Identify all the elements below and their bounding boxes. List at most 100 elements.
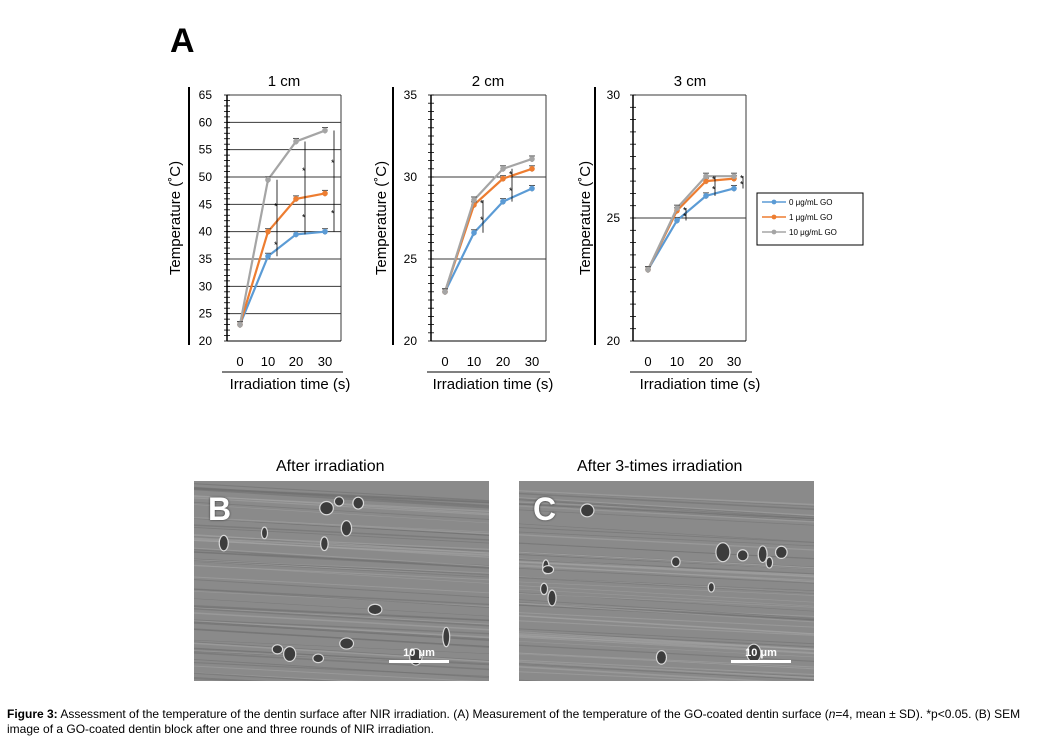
y-tick-label: 50 bbox=[199, 170, 213, 184]
data-point bbox=[322, 228, 328, 235]
series-line bbox=[238, 129, 326, 325]
data-point bbox=[500, 166, 506, 172]
scale-bar-b-line bbox=[389, 660, 449, 663]
x-tick-label: 10 bbox=[261, 354, 275, 369]
data-point bbox=[703, 173, 709, 179]
caption-n: n bbox=[828, 707, 836, 721]
x-tick-label: 20 bbox=[496, 354, 510, 369]
x-tick-label: 10 bbox=[467, 354, 481, 369]
data-point bbox=[674, 217, 680, 224]
significance-star: * bbox=[712, 175, 716, 185]
legend-marker bbox=[771, 214, 777, 220]
significance-star: * bbox=[683, 205, 687, 215]
data-point bbox=[731, 185, 737, 192]
y-tick-label: 20 bbox=[199, 334, 213, 348]
significance-star: * bbox=[274, 202, 278, 212]
y-axis-label: Temperature (˚C) bbox=[167, 161, 184, 275]
significance-star: * bbox=[740, 173, 744, 183]
x-tick-label: 0 bbox=[644, 354, 651, 369]
significance-star: * bbox=[509, 186, 513, 196]
series-line bbox=[647, 175, 734, 271]
data-point bbox=[265, 176, 271, 183]
caption-label: Figure 3: bbox=[7, 707, 58, 721]
x-tick-label: 20 bbox=[699, 354, 713, 369]
x-axis-label: Irradiation time (s) bbox=[230, 376, 351, 393]
y-tick-label: 30 bbox=[607, 88, 621, 102]
series-line bbox=[443, 157, 533, 293]
significance-star: * bbox=[683, 212, 687, 222]
figure-caption: Figure 3: Assessment of the temperature … bbox=[7, 707, 1032, 737]
legend-label: 1 μg/mL GO bbox=[789, 213, 832, 222]
y-tick-label: 25 bbox=[404, 252, 418, 266]
x-tick-label: 30 bbox=[727, 354, 741, 369]
series-line bbox=[444, 187, 533, 293]
data-point bbox=[703, 193, 709, 199]
legend-marker bbox=[771, 229, 777, 235]
y-tick-label: 20 bbox=[404, 334, 418, 348]
significance-star: * bbox=[331, 209, 335, 219]
x-tick-label: 10 bbox=[670, 354, 684, 369]
data-point bbox=[529, 185, 535, 192]
sem-image-b: B 10 μm bbox=[194, 481, 489, 681]
significance-star: * bbox=[302, 166, 306, 176]
data-point bbox=[529, 156, 535, 162]
caption-text-2: =4, mean ± SD). *p<0.05. (B) SEM image o… bbox=[7, 707, 1021, 736]
significance-star: * bbox=[274, 240, 278, 250]
y-tick-label: 35 bbox=[199, 252, 213, 266]
significance-star: * bbox=[480, 215, 484, 225]
data-point bbox=[265, 228, 271, 235]
y-tick-label: 25 bbox=[607, 211, 621, 225]
sem-letter-b: B bbox=[208, 491, 232, 527]
y-tick-label: 55 bbox=[199, 143, 213, 157]
chart-title: 2 cm bbox=[472, 73, 505, 90]
y-tick-label: 60 bbox=[199, 115, 213, 129]
data-point bbox=[322, 127, 328, 134]
data-point bbox=[471, 197, 477, 203]
x-axis-label: Irradiation time (s) bbox=[433, 376, 554, 393]
x-axis-label: Irradiation time (s) bbox=[640, 376, 761, 393]
x-tick-label: 0 bbox=[236, 354, 243, 369]
significance-star: * bbox=[740, 180, 744, 190]
series-line bbox=[443, 167, 533, 293]
sem-letter-c: C bbox=[533, 491, 557, 527]
x-tick-label: 20 bbox=[289, 354, 303, 369]
y-tick-label: 35 bbox=[404, 88, 418, 102]
sem-b-title: After irradiation bbox=[276, 458, 385, 475]
series-line bbox=[647, 187, 735, 271]
series-line bbox=[238, 230, 326, 326]
data-point bbox=[500, 198, 506, 205]
data-point bbox=[645, 266, 651, 273]
data-point bbox=[731, 173, 737, 179]
significance-star: * bbox=[331, 158, 335, 168]
data-point bbox=[529, 166, 535, 172]
x-tick-label: 30 bbox=[525, 354, 539, 369]
data-point bbox=[322, 190, 328, 197]
scale-bar-c: 10 μm bbox=[731, 647, 791, 663]
significance-star: * bbox=[302, 213, 306, 223]
y-tick-label: 65 bbox=[199, 88, 213, 102]
caption-text-1: Assessment of the temperature of the den… bbox=[57, 707, 829, 721]
significance-star: * bbox=[480, 198, 484, 208]
legend-marker bbox=[771, 199, 777, 205]
y-axis-label: Temperature (˚C) bbox=[373, 161, 390, 275]
data-point bbox=[237, 321, 243, 328]
significance-star: * bbox=[509, 170, 513, 180]
panel-label-a: A bbox=[170, 22, 195, 60]
series-line bbox=[238, 192, 326, 325]
x-tick-label: 0 bbox=[441, 354, 448, 369]
sem-texture bbox=[519, 481, 814, 681]
data-point bbox=[442, 289, 448, 295]
data-point bbox=[293, 138, 299, 145]
y-tick-label: 20 bbox=[607, 334, 621, 348]
legend-label: 10 μg/mL GO bbox=[789, 228, 837, 237]
x-tick-label: 30 bbox=[318, 354, 332, 369]
data-point bbox=[293, 196, 299, 202]
scale-bar-b-label: 10 μm bbox=[403, 647, 435, 659]
y-tick-label: 45 bbox=[199, 197, 213, 211]
y-tick-label: 25 bbox=[199, 307, 213, 321]
legend-label: 0 μg/mL GO bbox=[789, 198, 832, 207]
y-axis-label: Temperature (˚C) bbox=[577, 161, 594, 275]
data-point bbox=[674, 205, 680, 211]
chart-title: 3 cm bbox=[674, 73, 707, 90]
charts-svg: 20 25 30 35 40 45 50 55 60 65 0 10 20 30 Irradiation t… bbox=[167, 73, 864, 393]
